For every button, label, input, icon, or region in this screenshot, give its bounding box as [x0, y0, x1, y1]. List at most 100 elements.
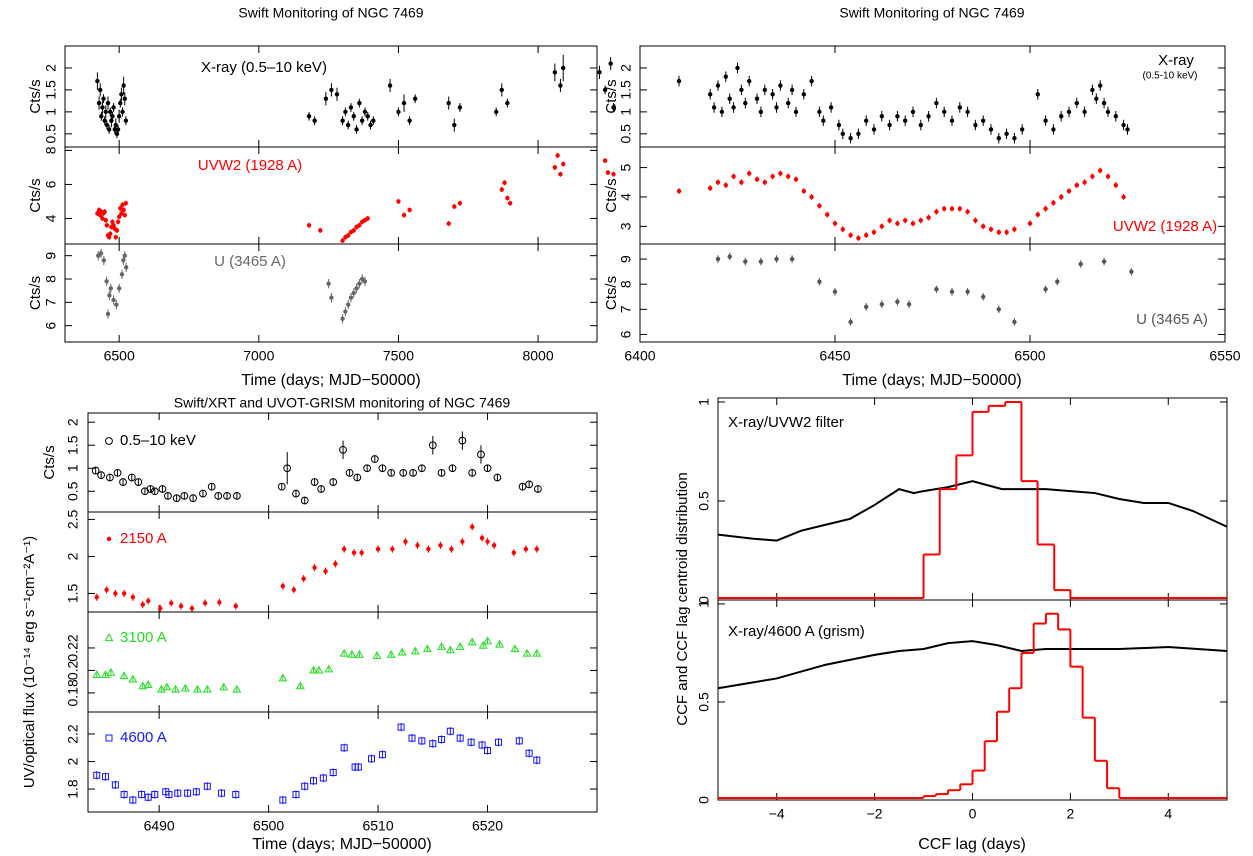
data-point	[143, 680, 153, 689]
y-tick-label: 4	[618, 193, 634, 201]
panel-frame	[64, 243, 598, 343]
data-point	[326, 281, 331, 286]
data-point	[397, 647, 407, 656]
data-point	[981, 294, 986, 299]
y-axis-label: Cts/s	[603, 178, 620, 212]
data-point	[1051, 200, 1056, 206]
data-point	[478, 640, 488, 649]
y-axis-label: Cts/s	[27, 276, 44, 310]
panel-label: 4600 A	[120, 729, 167, 746]
data-point	[104, 122, 110, 128]
data-point	[515, 737, 523, 745]
data-point	[505, 195, 510, 201]
data-point	[233, 603, 238, 609]
data-point	[407, 118, 412, 123]
data-point	[100, 216, 105, 221]
data-point	[232, 684, 242, 693]
data-point	[189, 494, 197, 503]
data-point	[95, 78, 100, 84]
y-tick-label: 8	[618, 280, 634, 288]
data-point	[165, 791, 173, 799]
data-point	[926, 215, 931, 220]
data-point	[438, 543, 443, 548]
data-point	[762, 180, 767, 185]
chart-title: Swift/XRT and UVOT-GRISM monitoring of N…	[174, 395, 511, 411]
data-point	[934, 100, 939, 106]
data-point	[477, 450, 485, 459]
data-point	[715, 83, 721, 88]
data-point	[120, 791, 128, 799]
data-point	[340, 744, 348, 752]
data-point	[301, 782, 309, 790]
data-point	[397, 723, 405, 731]
data-point	[410, 646, 420, 655]
data-point	[97, 87, 103, 93]
data-point	[1105, 174, 1111, 179]
data-point	[119, 478, 127, 486]
data-point	[1125, 127, 1130, 132]
x-tick-label: 6400	[624, 348, 655, 364]
data-point	[107, 293, 112, 298]
data-point	[116, 214, 122, 219]
data-point	[378, 751, 386, 759]
data-point	[101, 258, 107, 263]
y-tick-label: 2	[65, 418, 81, 426]
data-point	[429, 740, 437, 748]
data-point	[96, 100, 102, 106]
data-point	[758, 109, 764, 115]
data-point	[758, 259, 764, 264]
data-point	[457, 200, 463, 206]
data-point	[1059, 194, 1064, 200]
data-point	[926, 114, 931, 119]
data-point	[129, 796, 137, 804]
data-point	[727, 254, 732, 259]
data-point	[708, 92, 713, 97]
data-point	[801, 92, 806, 97]
data-point	[102, 773, 110, 781]
data-point	[97, 471, 106, 480]
data-point	[452, 204, 457, 209]
y-tick-label: 0.5	[696, 692, 712, 712]
data-point	[123, 200, 129, 206]
data-point	[676, 78, 682, 84]
data-point	[333, 561, 338, 567]
data-point	[1051, 127, 1056, 132]
data-point	[113, 122, 119, 128]
data-point	[856, 131, 861, 137]
y-tick-label: 1.5	[43, 80, 59, 100]
data-point	[192, 788, 200, 796]
data-point	[202, 684, 212, 693]
data-point	[1012, 227, 1017, 232]
data-point	[351, 228, 356, 233]
data-point	[365, 114, 370, 119]
data-point	[754, 177, 760, 182]
data-point	[122, 96, 127, 101]
data-point	[295, 681, 305, 690]
data-point	[949, 289, 955, 294]
data-point	[329, 769, 337, 777]
y-tick-label: 1	[65, 464, 81, 472]
data-point	[324, 664, 334, 673]
x-tick-label: 6490	[144, 818, 175, 834]
data-point	[127, 473, 136, 482]
data-point	[280, 583, 286, 589]
data-point	[1094, 96, 1099, 101]
data-point	[164, 491, 172, 500]
data-point	[493, 473, 502, 482]
legend-marker	[104, 633, 114, 642]
data-point	[552, 70, 558, 75]
data-point	[743, 259, 748, 264]
data-point	[113, 468, 122, 477]
data-point	[138, 681, 148, 690]
data-point	[199, 489, 207, 498]
data-point	[339, 445, 347, 454]
data-point	[743, 100, 748, 106]
data-point	[300, 496, 309, 505]
data-point	[727, 96, 732, 101]
y-tick-label: 0	[696, 596, 712, 604]
data-point	[774, 256, 779, 262]
data-point	[144, 793, 152, 801]
data-point	[323, 569, 328, 574]
data-point	[1059, 114, 1064, 119]
data-point	[122, 212, 127, 218]
